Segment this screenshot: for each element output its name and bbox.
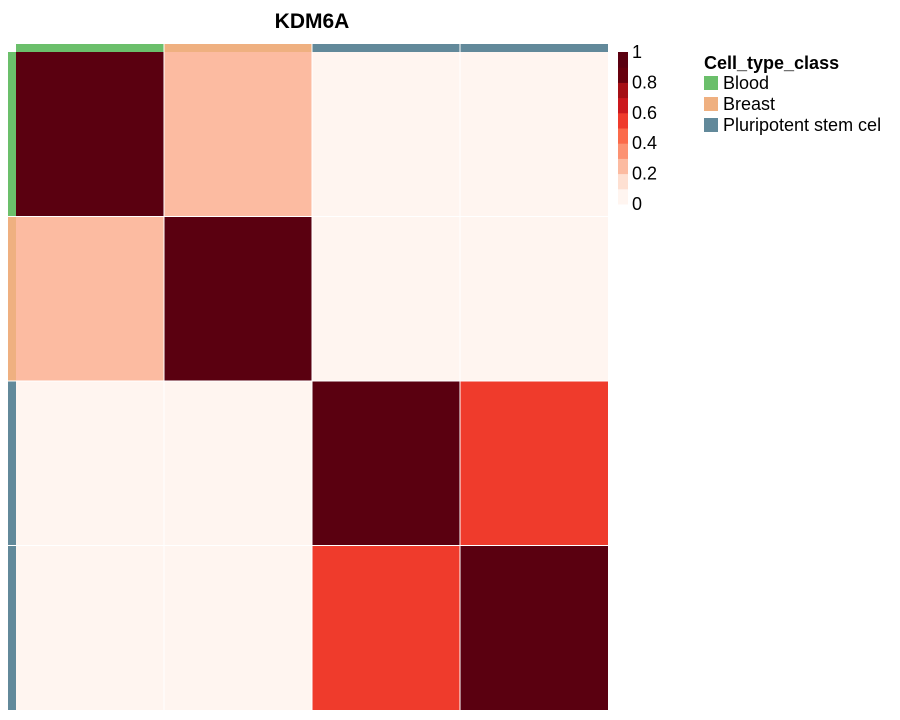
top-annotation-cell (16, 44, 164, 52)
heatmap-body (16, 52, 608, 710)
heatmap-cell (460, 381, 608, 546)
heatmap-cell (312, 545, 460, 710)
heatmap-cell (16, 381, 164, 546)
heatmap-cell (312, 381, 460, 546)
top-annotation-cell (460, 44, 608, 52)
heatmap-cell (460, 545, 608, 710)
colorbar-segment (618, 67, 628, 83)
left-annotation-bar (8, 52, 16, 710)
left-annotation-cell (8, 52, 16, 217)
legend-label: Pluripotent stem cel (723, 115, 881, 135)
colorbar-tick-label: 0.4 (632, 133, 657, 153)
top-annotation-cell (164, 44, 312, 52)
color-scale-legend: 1 0.8 0.6 0.4 0.2 0 (618, 42, 657, 214)
colorbar-segment (618, 188, 628, 205)
chart-title: KDM6A (275, 10, 350, 33)
heatmap-cell (312, 216, 460, 381)
heatmap-cell (460, 216, 608, 381)
legend-swatch (704, 97, 718, 111)
legend-label: Blood (723, 73, 769, 93)
heatmap-cell (164, 545, 312, 710)
colorbar-tick-label: 0.2 (632, 164, 657, 184)
colorbar-segment (618, 52, 628, 68)
legend-label: Breast (723, 94, 775, 114)
colorbar-segment (618, 97, 628, 114)
colorbar-segment (618, 128, 628, 144)
colorbar-segment (618, 82, 628, 99)
heatmap-cell (164, 216, 312, 381)
heatmap-cell (164, 52, 312, 217)
heatmap-cell (312, 52, 460, 217)
colorbar-tick-label: 0.8 (632, 72, 657, 92)
colorbar-tick-label: 0.6 (632, 103, 657, 123)
top-annotation-cell (312, 44, 460, 52)
left-annotation-cell (8, 216, 16, 381)
colorbar-tick-label: 0 (632, 194, 642, 214)
heatmap-cell (16, 52, 164, 217)
colorbar-segment (618, 112, 628, 129)
legend-swatch (704, 118, 718, 132)
left-annotation-cell (8, 545, 16, 710)
colorbar-segment (618, 143, 628, 159)
colorbar-segment (618, 173, 628, 190)
colorbar-segment (618, 158, 628, 175)
heatmap-cell (460, 52, 608, 217)
heatmap-cell (16, 545, 164, 710)
legend-swatch (704, 76, 718, 90)
heatmap-cell (16, 216, 164, 381)
left-annotation-cell (8, 381, 16, 546)
colorbar-tick-label: 1 (632, 42, 642, 62)
top-annotation-bar (16, 44, 608, 52)
annotation-legend-title: Cell_type_class (704, 53, 839, 73)
heatmap-cell (164, 381, 312, 546)
